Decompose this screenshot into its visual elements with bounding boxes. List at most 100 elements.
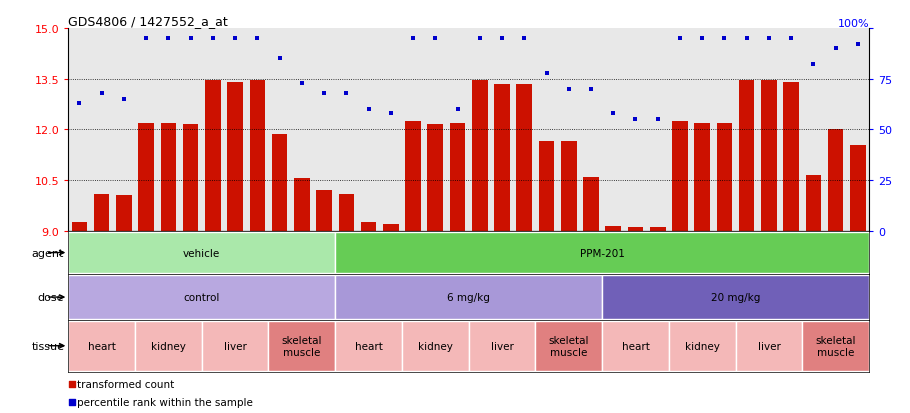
Text: vehicle: vehicle bbox=[183, 248, 220, 258]
Point bbox=[450, 107, 465, 113]
Point bbox=[517, 36, 531, 42]
Bar bbox=[383, 225, 399, 231]
Bar bbox=[360, 223, 377, 231]
Bar bbox=[294, 179, 309, 231]
Bar bbox=[602, 275, 869, 319]
Bar bbox=[202, 321, 268, 371]
Point bbox=[762, 36, 776, 42]
Bar bbox=[494, 85, 510, 231]
Point bbox=[851, 42, 865, 48]
Bar bbox=[428, 125, 443, 231]
Text: skeletal
muscle: skeletal muscle bbox=[281, 335, 322, 357]
Bar bbox=[539, 142, 554, 231]
Point bbox=[561, 86, 576, 93]
Text: transformed count: transformed count bbox=[77, 379, 175, 389]
Bar bbox=[205, 81, 220, 231]
Bar bbox=[650, 228, 665, 231]
Point bbox=[651, 116, 665, 123]
Point bbox=[406, 36, 420, 42]
Bar bbox=[450, 123, 465, 231]
Bar bbox=[183, 125, 198, 231]
Bar bbox=[272, 135, 288, 231]
Text: skeletal
muscle: skeletal muscle bbox=[815, 335, 856, 357]
Point bbox=[228, 36, 242, 42]
Text: percentile rank within the sample: percentile rank within the sample bbox=[77, 397, 253, 407]
Point bbox=[583, 86, 598, 93]
Point bbox=[695, 36, 710, 42]
Text: liver: liver bbox=[224, 341, 247, 351]
Text: heart: heart bbox=[622, 341, 650, 351]
Bar bbox=[160, 123, 177, 231]
Bar bbox=[717, 123, 733, 231]
Point bbox=[806, 62, 821, 69]
Point bbox=[95, 90, 109, 97]
Bar bbox=[535, 321, 602, 371]
Bar bbox=[605, 226, 621, 231]
Bar bbox=[628, 228, 643, 231]
Bar bbox=[68, 275, 335, 319]
Point bbox=[606, 111, 621, 117]
Point bbox=[116, 96, 131, 103]
Bar bbox=[828, 130, 844, 231]
Point bbox=[628, 116, 642, 123]
Bar bbox=[694, 123, 710, 231]
Text: liver: liver bbox=[490, 341, 513, 351]
Bar bbox=[561, 142, 577, 231]
Bar bbox=[672, 122, 688, 231]
Point bbox=[321, 164, 336, 171]
Point bbox=[383, 111, 398, 117]
Text: kidney: kidney bbox=[685, 341, 720, 351]
Text: 6 mg/kg: 6 mg/kg bbox=[447, 292, 490, 302]
Point bbox=[828, 46, 843, 52]
Bar bbox=[68, 321, 135, 371]
Bar bbox=[335, 321, 402, 371]
Point bbox=[139, 36, 154, 42]
Text: liver: liver bbox=[757, 341, 781, 351]
Bar bbox=[94, 194, 109, 231]
Text: dose: dose bbox=[37, 292, 65, 302]
Bar bbox=[669, 321, 735, 371]
Bar bbox=[805, 176, 821, 231]
Bar bbox=[803, 321, 869, 371]
Bar bbox=[469, 321, 535, 371]
Text: agent: agent bbox=[32, 248, 65, 258]
Text: tissue: tissue bbox=[31, 341, 65, 351]
Point bbox=[740, 36, 754, 42]
Text: heart: heart bbox=[87, 341, 116, 351]
Point bbox=[472, 36, 487, 42]
Point bbox=[161, 36, 176, 42]
Text: skeletal
muscle: skeletal muscle bbox=[549, 335, 589, 357]
Bar bbox=[517, 85, 532, 231]
Bar bbox=[784, 83, 799, 231]
Bar bbox=[116, 196, 132, 231]
Bar bbox=[72, 223, 87, 231]
Point bbox=[717, 36, 732, 42]
Text: kidney: kidney bbox=[418, 341, 452, 351]
Point bbox=[361, 107, 376, 113]
Bar bbox=[583, 177, 599, 231]
Bar bbox=[850, 145, 865, 231]
Point bbox=[495, 36, 510, 42]
Bar bbox=[138, 123, 154, 231]
Point bbox=[72, 100, 86, 107]
Point bbox=[317, 90, 331, 97]
Bar bbox=[735, 321, 803, 371]
Bar bbox=[339, 194, 354, 231]
Point bbox=[206, 36, 220, 42]
Point bbox=[295, 80, 309, 87]
Bar bbox=[249, 81, 265, 231]
Point bbox=[540, 70, 554, 77]
Point bbox=[672, 36, 687, 42]
Bar bbox=[402, 321, 469, 371]
Text: GDS4806 / 1427552_a_at: GDS4806 / 1427552_a_at bbox=[68, 15, 228, 28]
Bar bbox=[761, 81, 777, 231]
Point bbox=[272, 56, 287, 62]
Bar bbox=[335, 232, 869, 274]
Text: 100%: 100% bbox=[837, 19, 869, 29]
Point bbox=[428, 36, 442, 42]
Text: heart: heart bbox=[355, 341, 382, 351]
Bar bbox=[268, 321, 335, 371]
Bar bbox=[335, 275, 602, 319]
Point bbox=[321, 329, 336, 336]
Bar bbox=[135, 321, 202, 371]
